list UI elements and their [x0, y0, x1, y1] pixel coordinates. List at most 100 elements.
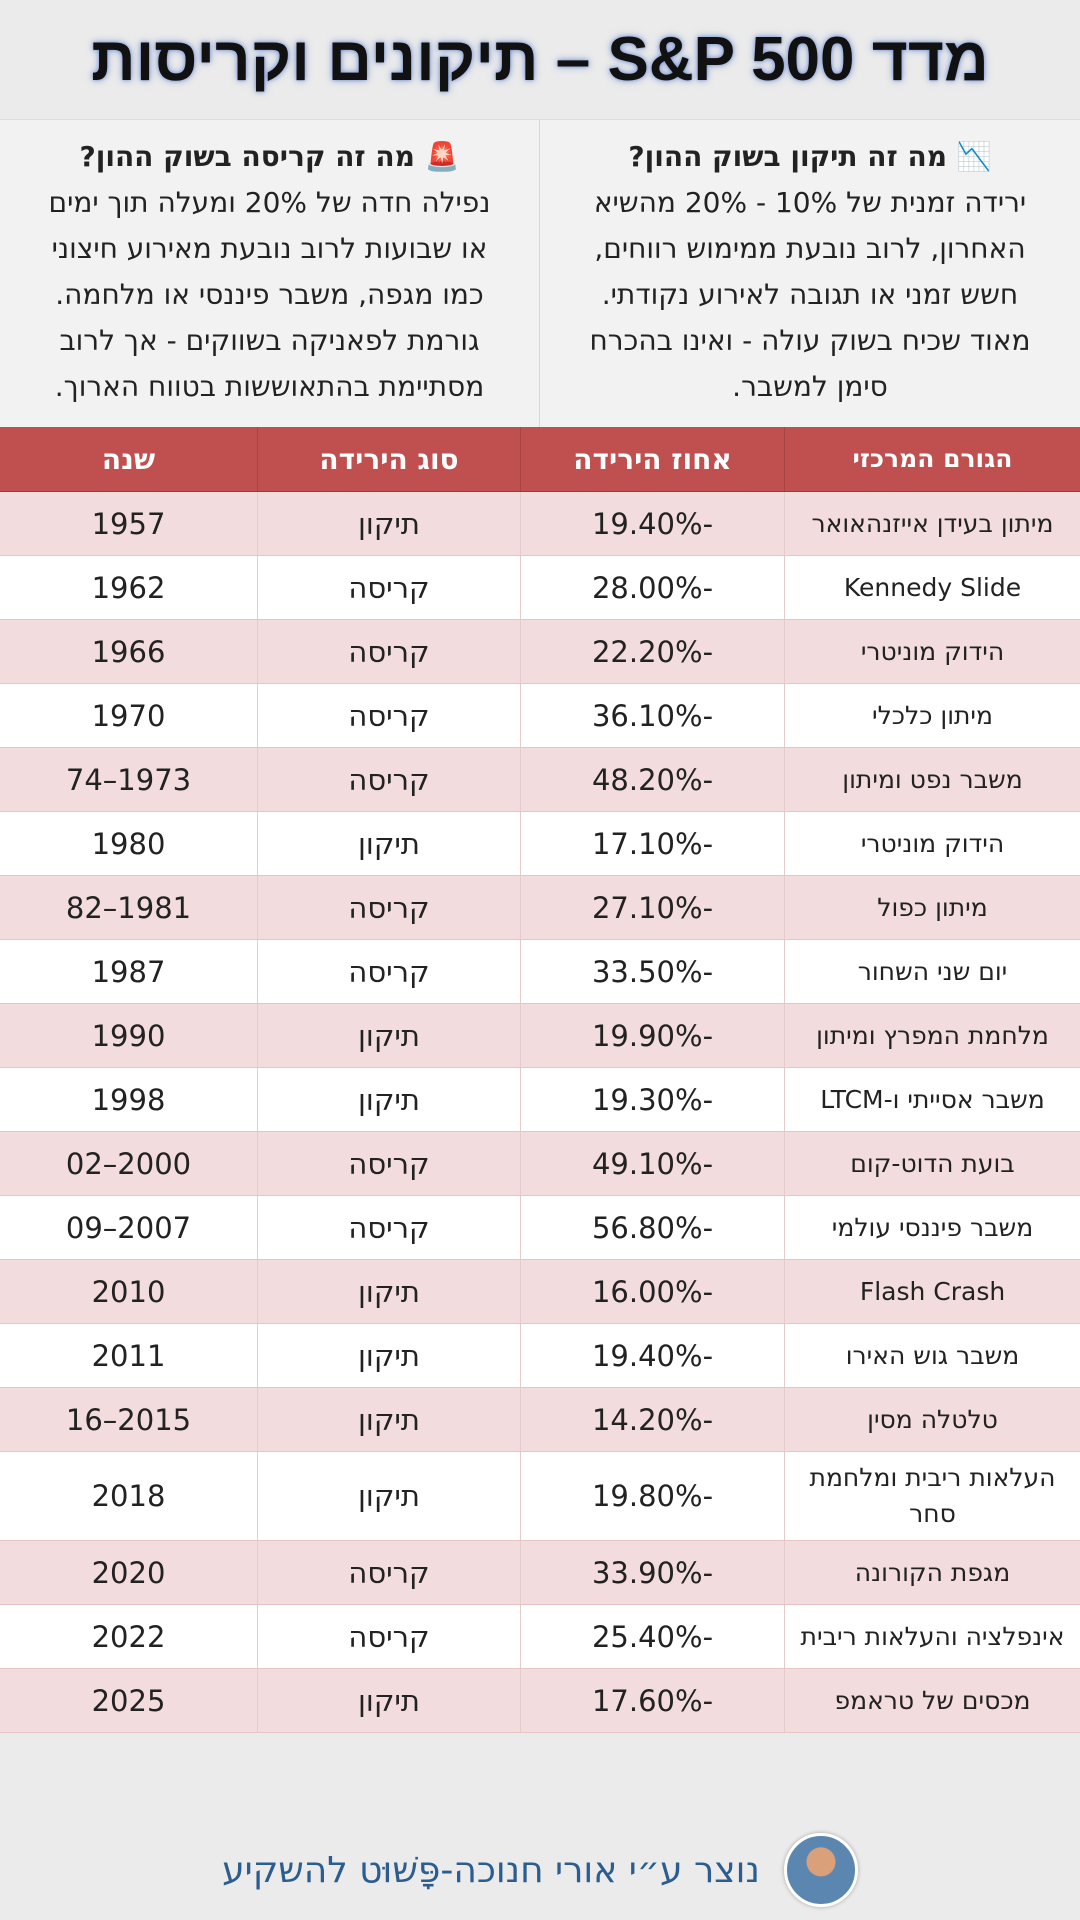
- table-row: משבר נפט ומיתון -48.20% קריסה 1973–74: [0, 748, 1080, 812]
- table-cell: תיקון: [257, 1260, 520, 1323]
- table-row: Kennedy Slide -28.00% קריסה 1962: [0, 556, 1080, 620]
- table-cell: 2015–16: [65, 1402, 192, 1437]
- table-cell: תיקון: [257, 492, 520, 555]
- table-cell: 2025: [91, 1683, 166, 1718]
- avatar: [783, 1833, 858, 1907]
- table-cell: קריסה: [257, 876, 520, 939]
- table-cell: 1966: [91, 634, 166, 669]
- table-row: מיתון כלכלי -36.10% קריסה 1970: [0, 684, 1080, 748]
- table-cell: 2010: [91, 1274, 166, 1309]
- table-cell: 1973–74: [65, 762, 192, 797]
- table-cell: תיקון: [257, 1004, 520, 1067]
- table-cell: -22.20%: [520, 620, 784, 683]
- info-title: 🚨 מה זה קריסה בשוק ההון?: [79, 140, 460, 173]
- table-cell: מיתון כפול: [784, 876, 1080, 939]
- table-cell: 1998: [91, 1082, 166, 1117]
- info-line: כמו מגפה, משבר פיננסי או מלחמה.: [55, 278, 484, 311]
- table-row: מגפת הקורונה -33.90% קריסה 2020: [0, 1541, 1080, 1605]
- header-cell: סוג הירידה: [257, 427, 520, 491]
- table-row: אינפלציה והעלאות ריבית -25.40% קריסה 2022: [0, 1605, 1080, 1669]
- header-cell: אחוז הירידה: [520, 427, 784, 491]
- table-cell: -25.40%: [520, 1605, 784, 1668]
- table-cell: 1970: [91, 698, 166, 733]
- table-cell: קריסה: [257, 940, 520, 1003]
- table-row: העלאות ריבית ומלחמת סחר -19.80% תיקון 2018: [0, 1452, 1080, 1541]
- table-row: משבר אסייתי ו-LTCM -19.30% תיקון 1998: [0, 1068, 1080, 1132]
- table-row: הידוק מוניטרי -22.20% קריסה 1966: [0, 620, 1080, 684]
- table-cell: משבר אסייתי ו-LTCM: [784, 1068, 1080, 1131]
- table-cell: הידוק מוניטרי: [784, 620, 1080, 683]
- info-line: נפילה חדה של 20% ומעלה תוך ימים: [48, 186, 491, 219]
- table-cell: קריסה: [257, 620, 520, 683]
- table-cell: תיקון: [257, 1068, 520, 1131]
- info-box: 🚨 מה זה קריסה בשוק ההון? נפילה חדה של 20%…: [0, 120, 540, 427]
- table-cell: -19.30%: [520, 1068, 784, 1131]
- table-cell: 2000–02: [65, 1146, 192, 1181]
- table-cell: קריסה: [257, 1605, 520, 1668]
- info-title: 📉 מה זה תיקון בשוק ההון?: [628, 140, 992, 173]
- table-cell: קריסה: [257, 1132, 520, 1195]
- info-line: האחרון, לרוב נובעת ממימוש רווחים,: [594, 232, 1026, 265]
- table-cell: 1980: [91, 826, 166, 861]
- table-cell: -33.50%: [520, 940, 784, 1003]
- table-cell: -19.80%: [520, 1452, 784, 1540]
- page-title: מדד S&P 500 – תיקונים וקריסות: [91, 25, 989, 94]
- table-cell: -19.40%: [520, 1324, 784, 1387]
- table-cell: -16.00%: [520, 1260, 784, 1323]
- table-cell: -17.10%: [520, 812, 784, 875]
- table-cell: 2011: [91, 1338, 166, 1373]
- table-row: משבר גוש האירו -19.40% תיקון 2011: [0, 1324, 1080, 1388]
- table-cell: 2020: [91, 1555, 166, 1590]
- table-row: Flash Crash -16.00% תיקון 2010: [0, 1260, 1080, 1324]
- table-cell: הידוק מוניטרי: [784, 812, 1080, 875]
- table-cell: 2018: [91, 1479, 166, 1513]
- table-row: הידוק מוניטרי -17.10% תיקון 1980: [0, 812, 1080, 876]
- table: הגורם המרכזי אחוז הירידה סוג הירידה שנה מיתו…: [0, 427, 1080, 1733]
- info-section: 📉 מה זה תיקון בשוק ההון? ירידה זמנית של 1…: [0, 119, 1080, 427]
- table-cell: העלאות ריבית ומלחמת סחר: [784, 1452, 1080, 1540]
- info-line: ירידה זמנית של 10% - 20% מהשיא: [593, 186, 1027, 219]
- info-line: חשש זמני או תגובה לאירוע נקודתי.: [601, 278, 1019, 311]
- table-row: מלחמת המפרץ ומיתון -19.90% תיקון 1990: [0, 1004, 1080, 1068]
- table-cell: -14.20%: [520, 1388, 784, 1451]
- table-row: משבר פיננסי עולמי -56.80% קריסה 2007–09: [0, 1196, 1080, 1260]
- table-cell: 1957: [91, 506, 166, 541]
- table-cell: תיקון: [257, 1324, 520, 1387]
- table-cell: -17.60%: [520, 1669, 784, 1732]
- table-row: מיתון כפול -27.10% קריסה 1981–82: [0, 876, 1080, 940]
- table-cell: -19.90%: [520, 1004, 784, 1067]
- table-cell: קריסה: [257, 556, 520, 619]
- table-cell: בועת הדוט-קום: [784, 1132, 1080, 1195]
- table-cell: תיקון: [257, 1669, 520, 1732]
- table-cell: תיקון: [257, 1388, 520, 1451]
- table-cell: -27.10%: [520, 876, 784, 939]
- info-box: 📉 מה זה תיקון בשוק ההון? ירידה זמנית של 1…: [540, 120, 1080, 427]
- table-cell: קריסה: [257, 1196, 520, 1259]
- table-row: בועת הדוט-קום -49.10% קריסה 2000–02: [0, 1132, 1080, 1196]
- table-cell: מגפת הקורונה: [784, 1541, 1080, 1604]
- footer: נוצר ע״י אורי חנוכה-פָּשׁוּט להשקיע: [0, 1830, 1080, 1910]
- table-cell: משבר פיננסי עולמי: [784, 1196, 1080, 1259]
- table-cell: -33.90%: [520, 1541, 784, 1604]
- table-cell: -36.10%: [520, 684, 784, 747]
- table-row: יום שני השחור -33.50% קריסה 1987: [0, 940, 1080, 1004]
- table-cell: -48.20%: [520, 748, 784, 811]
- info-line: גורמת לפאניקה בשווקים - אך לרוב: [59, 324, 480, 357]
- info-line: מאוד שכיח בשוק עולה - ואינו בהכרח: [589, 324, 1031, 357]
- credit: נוצר ע״י אורי חנוכה-פָּשׁוּט להשקיע: [222, 1849, 760, 1891]
- table-cell: משבר גוש האירו: [784, 1324, 1080, 1387]
- table-cell: תיקון: [257, 1452, 520, 1540]
- info-line: או שבועות לרוב נובעת מאירוע חיצוני: [51, 232, 488, 265]
- table-cell: מיתון בעידן אייזנהאואר: [784, 492, 1080, 555]
- table-cell: מכסים של טראמפ: [784, 1669, 1080, 1732]
- table-cell: Flash Crash: [784, 1260, 1080, 1323]
- table-cell: 1987: [91, 954, 166, 989]
- table-cell: יום שני השחור: [784, 940, 1080, 1003]
- table-row: מכסים של טראמפ -17.60% תיקון 2025: [0, 1669, 1080, 1733]
- table-cell: טלטלה מסין: [784, 1388, 1080, 1451]
- table-cell: -56.80%: [520, 1196, 784, 1259]
- table-cell: קריסה: [257, 748, 520, 811]
- table-cell: 1990: [91, 1018, 166, 1053]
- table-cell: 1962: [91, 570, 166, 605]
